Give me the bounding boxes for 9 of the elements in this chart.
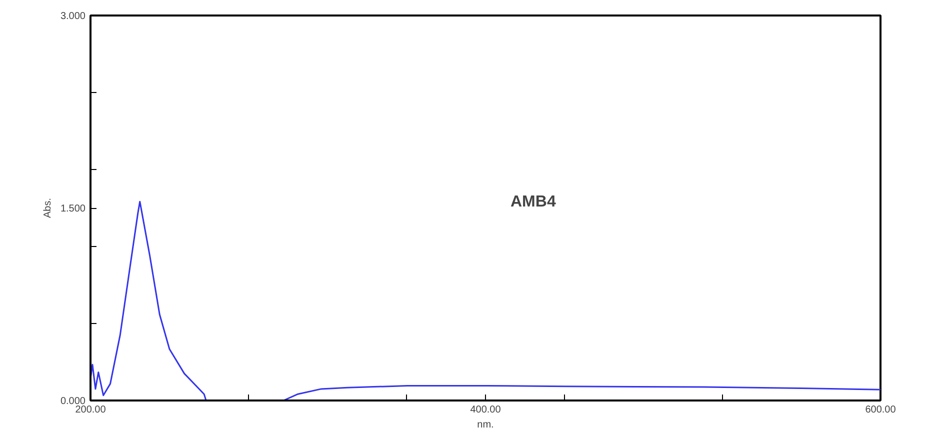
annotation: AMB4 <box>510 194 556 210</box>
y-tick-label: 1.500 <box>60 204 86 214</box>
x-tick-label: 600.00 <box>865 404 896 416</box>
x-tick-label: 200.00 <box>75 404 106 416</box>
y-axis-title: Abs. <box>42 198 54 218</box>
y-tick-label: 0.000 <box>60 396 86 407</box>
y-tick-label: 3.000 <box>60 11 86 22</box>
x-tick-label: 400.00 <box>470 404 502 416</box>
x-axis-title: nm. <box>477 420 494 430</box>
